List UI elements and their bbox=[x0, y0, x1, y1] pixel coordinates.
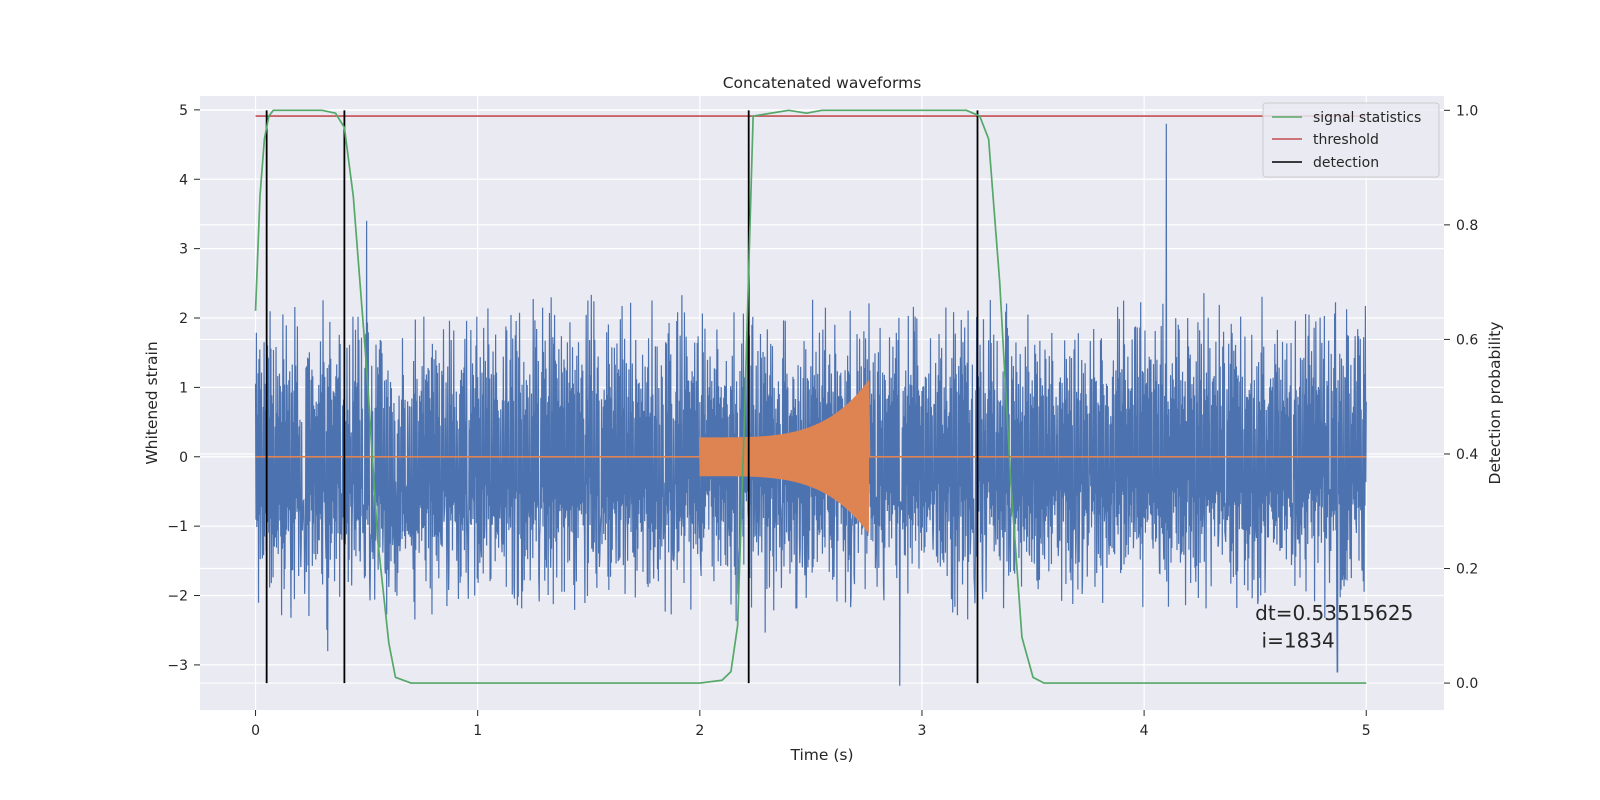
x-axis-label: Time (s) bbox=[789, 746, 853, 764]
y2-tick-label: 0.2 bbox=[1456, 562, 1478, 578]
x-tick-label: 1 bbox=[473, 723, 482, 739]
y-tick-label: −3 bbox=[167, 658, 188, 674]
y2-tick-label: 1.0 bbox=[1456, 103, 1478, 119]
y2-axis-label: Detection probability bbox=[1486, 322, 1504, 485]
y-tick-label: −2 bbox=[167, 589, 188, 605]
injection-line bbox=[699, 380, 871, 533]
x-tick-label: 5 bbox=[1362, 723, 1371, 739]
legend-label-signal-statistics: signal statistics bbox=[1313, 110, 1421, 126]
legend: signal statistics threshold detection bbox=[1262, 102, 1440, 178]
annotation-text: dt=0.53515625 bbox=[1255, 601, 1413, 625]
legend-label-threshold: threshold bbox=[1313, 132, 1379, 148]
y-tick-label: 4 bbox=[179, 172, 188, 188]
annotations: dt=0.53515625 i=1834 bbox=[1255, 601, 1413, 653]
x-tick-label: 0 bbox=[251, 723, 260, 739]
y-tick-label: 3 bbox=[179, 242, 188, 258]
y-tick-label: 0 bbox=[179, 450, 188, 466]
y2-tick-label: 0.0 bbox=[1456, 676, 1478, 692]
y2-tick-label: 0.8 bbox=[1456, 218, 1478, 234]
y2-tick-label: 0.4 bbox=[1456, 447, 1478, 463]
x-tick-label: 2 bbox=[695, 723, 704, 739]
injection-series bbox=[255, 380, 1367, 533]
x-tick-label: 4 bbox=[1140, 723, 1149, 739]
probability-series bbox=[254, 109, 1367, 684]
noise-series bbox=[254, 123, 1367, 686]
legend-label-detection: detection bbox=[1313, 155, 1379, 171]
y-axis-label: Whitened strain bbox=[143, 341, 161, 464]
chart-title: Concatenated waveforms bbox=[723, 74, 922, 92]
signal-statistics-line bbox=[254, 109, 1367, 684]
x-tick-label: 3 bbox=[918, 723, 927, 739]
axis-ticks: 0 1 2 3 4 5 −3 −2 −1 0 1 2 3 4 5 0.0 0.2 0.4 0.6 0.8 1.0 bbox=[167, 103, 1478, 739]
noise-line bbox=[254, 123, 1367, 686]
annotation-text: i=1834 bbox=[1255, 629, 1335, 653]
legend-box bbox=[1262, 102, 1440, 178]
y-tick-label: 2 bbox=[179, 311, 188, 327]
y-tick-label: −1 bbox=[167, 519, 188, 535]
y-tick-label: 5 bbox=[179, 103, 188, 119]
y2-tick-label: 0.6 bbox=[1456, 332, 1478, 348]
y-tick-label: 1 bbox=[179, 380, 188, 396]
